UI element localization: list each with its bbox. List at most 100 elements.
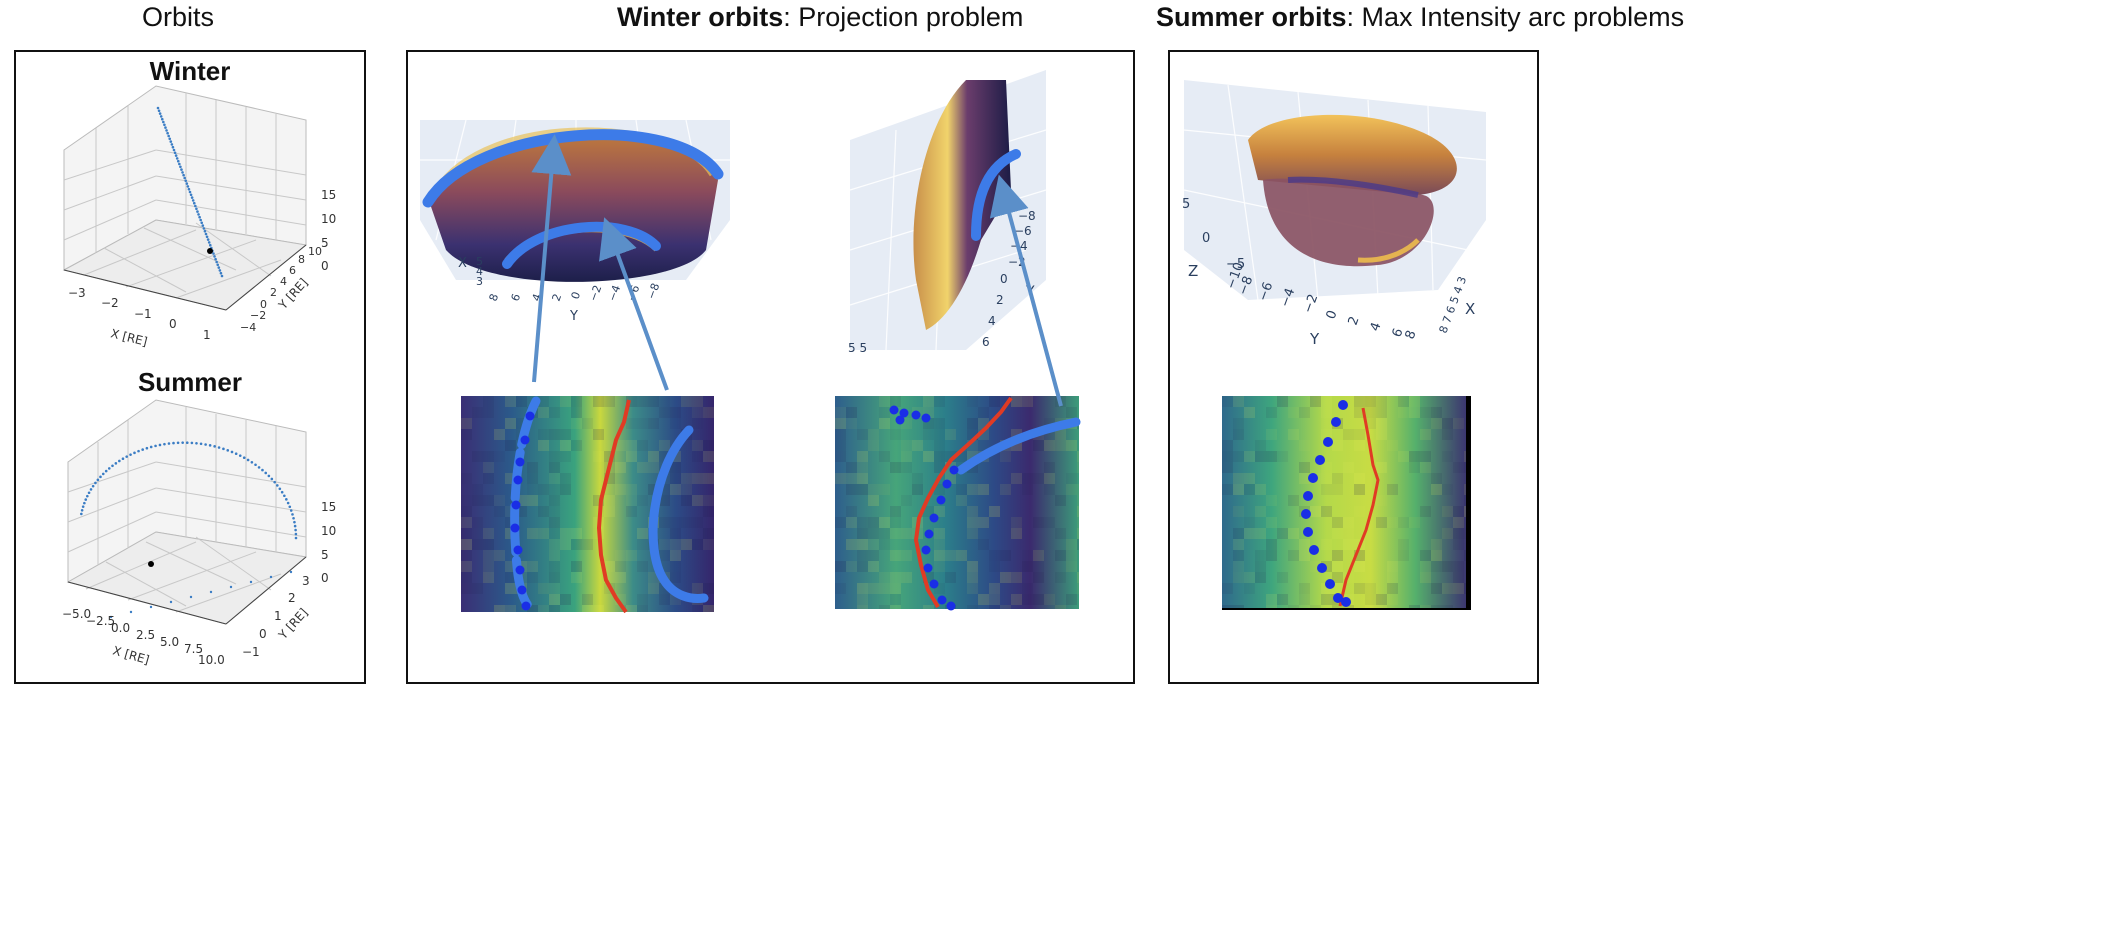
heatmap-pixel xyxy=(692,495,703,506)
heatmap-pixel xyxy=(1244,407,1255,418)
heatmap-pixel xyxy=(582,605,593,612)
winter-right-red-boundary xyxy=(913,396,1013,609)
arc-point xyxy=(921,413,931,423)
heatmap-pixel xyxy=(1299,462,1310,473)
heatmap-pixel xyxy=(637,440,648,451)
heatmap-pixel xyxy=(857,539,868,550)
heatmap-pixel xyxy=(1442,561,1453,572)
heatmap-pixel xyxy=(1077,462,1079,473)
summer-z-tick: 0 xyxy=(1202,231,1210,246)
heatmap-pixel xyxy=(1453,583,1464,594)
heatmap-pixel xyxy=(1442,506,1453,517)
heatmap-pixel xyxy=(560,429,571,440)
orbit-point xyxy=(213,255,216,258)
winter-right-y-tick: 0 xyxy=(1000,272,1008,286)
heatmap-pixel xyxy=(901,451,912,462)
orbit-point xyxy=(273,480,276,484)
heatmap-texture xyxy=(1222,396,1470,609)
heatmap-pixel xyxy=(967,517,978,528)
heatmap-pixel xyxy=(868,495,879,506)
arc-point xyxy=(946,601,956,611)
heatmap-pixel xyxy=(1354,506,1365,517)
orbit-point xyxy=(293,524,297,528)
heatmap-pixel xyxy=(703,451,714,462)
heatmap-pixel xyxy=(692,407,703,418)
heatmap-pixel xyxy=(549,550,560,561)
heatmap-pixel xyxy=(1222,583,1233,594)
arc-point xyxy=(929,579,939,589)
heatmap-pixel xyxy=(1310,605,1321,609)
summer-orbit-trajectory xyxy=(80,441,298,619)
heatmap-pixel xyxy=(1233,396,1244,407)
heatmap-pixel xyxy=(1442,605,1453,609)
heatmap-pixel xyxy=(1354,583,1365,594)
heatmap-pixel xyxy=(1453,539,1464,550)
orbit-point xyxy=(156,106,160,110)
heatmap-pixel xyxy=(967,396,978,407)
heatmap-pixel xyxy=(626,550,637,561)
orbit-point xyxy=(181,171,184,174)
heatmap-pixel xyxy=(1321,429,1332,440)
winter-header-rest: : Projection problem xyxy=(783,2,1024,32)
heatmap-pixel xyxy=(1365,594,1376,605)
heatmap-pixel xyxy=(890,572,901,583)
heatmap-pixel xyxy=(879,539,890,550)
heatmap-pixel xyxy=(461,550,472,561)
heatmap-pixel xyxy=(703,583,714,594)
orbit-point xyxy=(267,474,271,478)
arc-point xyxy=(899,408,909,418)
orbit-point xyxy=(175,157,179,160)
heatmap-pixel xyxy=(1398,451,1409,462)
heatmap-pixel xyxy=(659,484,670,495)
heatmap-pixel xyxy=(604,396,615,407)
heatmap-pixel xyxy=(505,583,516,594)
winter-left-red-boundary xyxy=(596,399,631,614)
heatmap-pixel xyxy=(1354,396,1365,407)
heatmap-pixel xyxy=(659,594,670,605)
heatmap-pixel xyxy=(835,561,846,572)
heatmap-pixel xyxy=(494,451,505,462)
heatmap-pixel xyxy=(703,495,714,506)
heatmap-pixel xyxy=(901,550,912,561)
heatmap-pixel xyxy=(670,473,681,484)
heatmap-pixel xyxy=(615,440,626,451)
heatmap-pixel xyxy=(1233,473,1244,484)
heatmap-pixel xyxy=(637,605,648,612)
orbit-point xyxy=(157,109,161,113)
heatmap-pixel xyxy=(626,495,637,506)
heatmap-pixel xyxy=(472,484,483,495)
heatmap-pixel xyxy=(1310,506,1321,517)
heatmap-pixel xyxy=(1244,451,1255,462)
heatmap-pixel xyxy=(681,539,692,550)
heatmap-pixel xyxy=(1044,473,1055,484)
heatmap-pixel xyxy=(1233,550,1244,561)
orbit-point xyxy=(149,445,153,449)
heatmap-pixel xyxy=(483,528,494,539)
heatmap-pixel xyxy=(549,451,560,462)
orbit-point xyxy=(196,210,199,213)
arc-point xyxy=(921,545,931,555)
arc-point xyxy=(1338,400,1348,410)
heatmap-pixel xyxy=(549,583,560,594)
heatmap-pixel xyxy=(967,572,978,583)
heatmap-pixel xyxy=(857,517,868,528)
heatmap-pixel xyxy=(1044,418,1055,429)
orbit-point xyxy=(94,481,97,485)
winter-y-tick: −2 xyxy=(250,309,266,322)
orbit-point xyxy=(286,501,290,505)
heatmap-pixel xyxy=(483,407,494,418)
heatmap-pixel xyxy=(1055,495,1066,506)
winter-y-tick: 0 xyxy=(260,298,267,311)
heatmap-pixel xyxy=(1453,506,1464,517)
heatmap-pixel xyxy=(549,484,560,495)
heatmap-pixel xyxy=(516,506,527,517)
heatmap-pixel xyxy=(483,396,494,407)
heatmap-pixel xyxy=(604,561,615,572)
orbit-point xyxy=(164,126,167,129)
heatmap-pixel xyxy=(1266,605,1277,609)
heatmap-pixel xyxy=(461,572,472,583)
orbit-point xyxy=(292,516,295,520)
heatmap-pixel xyxy=(1244,484,1255,495)
heatmap-pixel xyxy=(901,418,912,429)
summer-x-tick: −2.5 xyxy=(86,614,115,628)
